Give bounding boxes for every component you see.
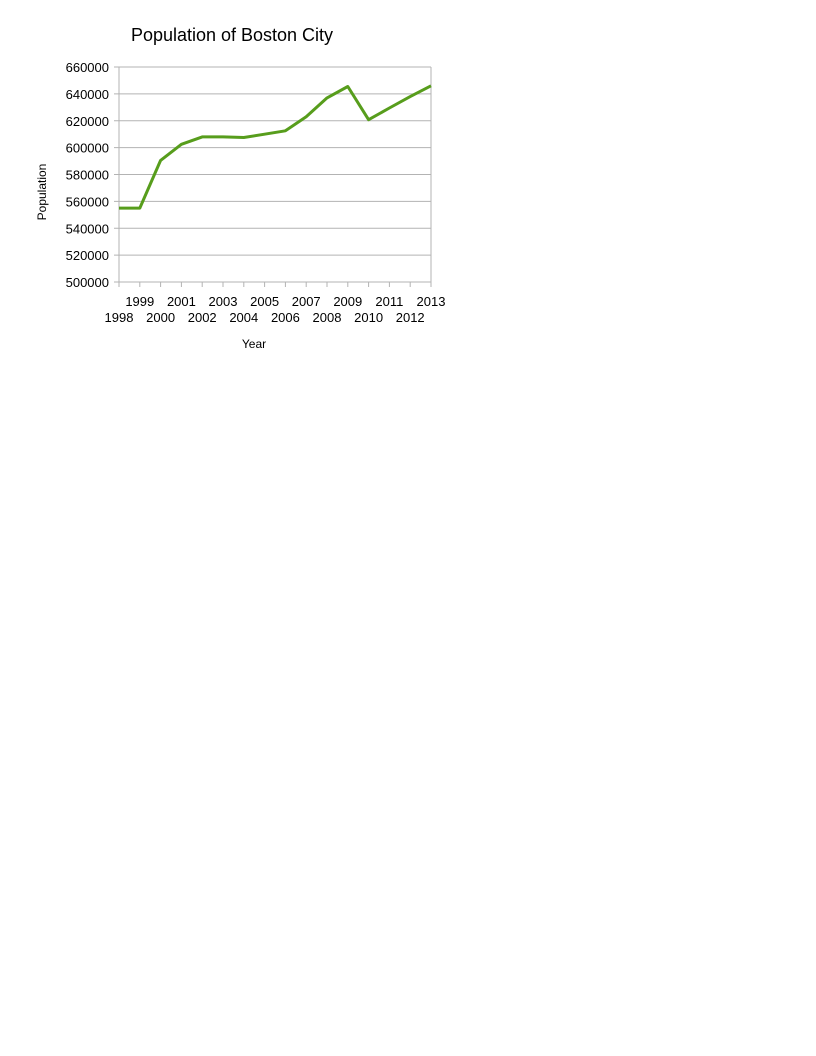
x-axis-tick-labels: 1998199920002001200220032004200520062007… xyxy=(105,294,446,325)
y-tick-label-5: 600000 xyxy=(66,141,109,156)
series-line-0 xyxy=(119,84,432,210)
x-tick-label-13: 2011 xyxy=(375,294,403,309)
chart-title: Population of Boston City xyxy=(131,25,333,45)
x-tick-label-2: 2000 xyxy=(146,310,175,325)
x-tick-label-7: 2005 xyxy=(250,294,279,309)
x-tick-label-9: 2007 xyxy=(292,294,321,309)
x-axis-title: Year xyxy=(242,337,266,351)
x-tick-label-10: 2008 xyxy=(313,310,342,325)
y-tick-label-4: 580000 xyxy=(66,168,109,183)
y-axis-title: Population xyxy=(35,164,49,221)
y-tick-label-0: 500000 xyxy=(66,275,109,290)
x-tick-label-12: 2010 xyxy=(354,310,383,325)
axes xyxy=(118,67,432,287)
y-tick-label-1: 520000 xyxy=(66,248,109,263)
y-tick-label-3: 560000 xyxy=(66,194,109,209)
x-tick-label-11: 2009 xyxy=(333,294,362,309)
data-series xyxy=(119,84,432,210)
x-tick-label-1: 1999 xyxy=(125,294,154,309)
x-tick-label-6: 2004 xyxy=(229,310,258,325)
x-tick-label-4: 2002 xyxy=(188,310,217,325)
x-tick-label-5: 2003 xyxy=(209,294,238,309)
x-tick-label-8: 2006 xyxy=(271,310,300,325)
gridlines xyxy=(114,66,431,283)
y-tick-label-8: 660000 xyxy=(66,60,109,75)
y-tick-label-7: 640000 xyxy=(66,87,109,102)
y-tick-label-2: 540000 xyxy=(66,221,109,236)
x-tick-label-15: 2013 xyxy=(417,294,446,309)
y-axis-tick-labels: 500000 520000 540000 560000 580000 600000 6200… xyxy=(66,60,109,290)
x-tick-label-3: 2001 xyxy=(167,294,196,309)
x-tick-label-14: 2012 xyxy=(396,310,425,325)
y-tick-label-6: 620000 xyxy=(66,114,109,129)
x-tick-label-0: 1998 xyxy=(105,310,134,325)
